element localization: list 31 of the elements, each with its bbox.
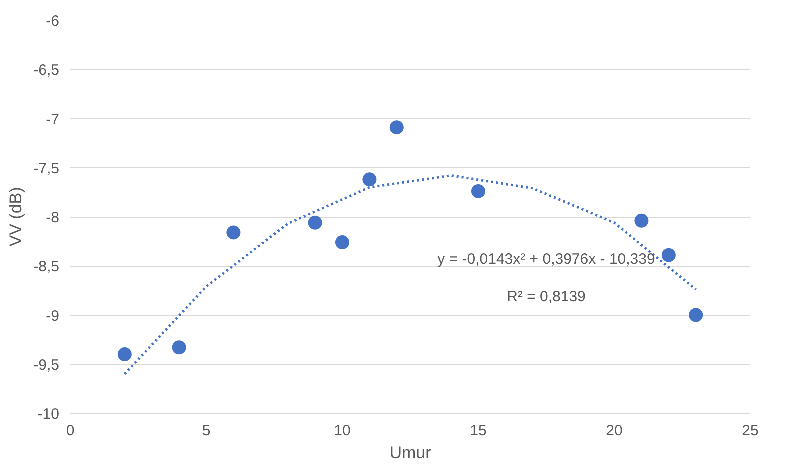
annotation: R² = 0,8139 bbox=[507, 288, 586, 306]
x-tick-label: 0 bbox=[66, 422, 75, 440]
x-tick-label: 10 bbox=[334, 422, 351, 440]
x-tick-label: 5 bbox=[202, 422, 211, 440]
point bbox=[689, 308, 704, 322]
point bbox=[308, 216, 322, 230]
y-tick-label: -6,5 bbox=[34, 62, 60, 80]
point bbox=[118, 348, 132, 362]
y-tick-label: -7,5 bbox=[34, 160, 60, 178]
x-tick-label: 25 bbox=[742, 422, 759, 440]
point bbox=[226, 226, 241, 240]
point bbox=[390, 120, 404, 135]
point bbox=[634, 214, 649, 228]
point bbox=[172, 340, 186, 355]
y-tick-label: -9 bbox=[46, 308, 60, 325]
point bbox=[336, 236, 350, 250]
point bbox=[662, 248, 676, 262]
y-tick-label: -9,5 bbox=[34, 356, 60, 374]
line-series bbox=[124, 174, 698, 376]
point bbox=[362, 172, 377, 187]
point bbox=[472, 184, 486, 198]
x-tick-label: 20 bbox=[606, 422, 623, 440]
y-axis-title: VV (dB) bbox=[6, 187, 26, 247]
y-tick-label: -8 bbox=[46, 210, 60, 226]
y-tick-label: -7 bbox=[46, 111, 60, 128]
x-tick-label: 15 bbox=[470, 422, 487, 440]
y-tick-label: -6 bbox=[46, 13, 60, 30]
annotation: y = -0,0143x² + 0,3976x - 10,339 bbox=[438, 251, 656, 268]
y-tick-label: -8,5 bbox=[34, 258, 60, 276]
x-axis-title: Umur bbox=[390, 444, 432, 462]
y-tick-label: -10 bbox=[38, 406, 60, 423]
